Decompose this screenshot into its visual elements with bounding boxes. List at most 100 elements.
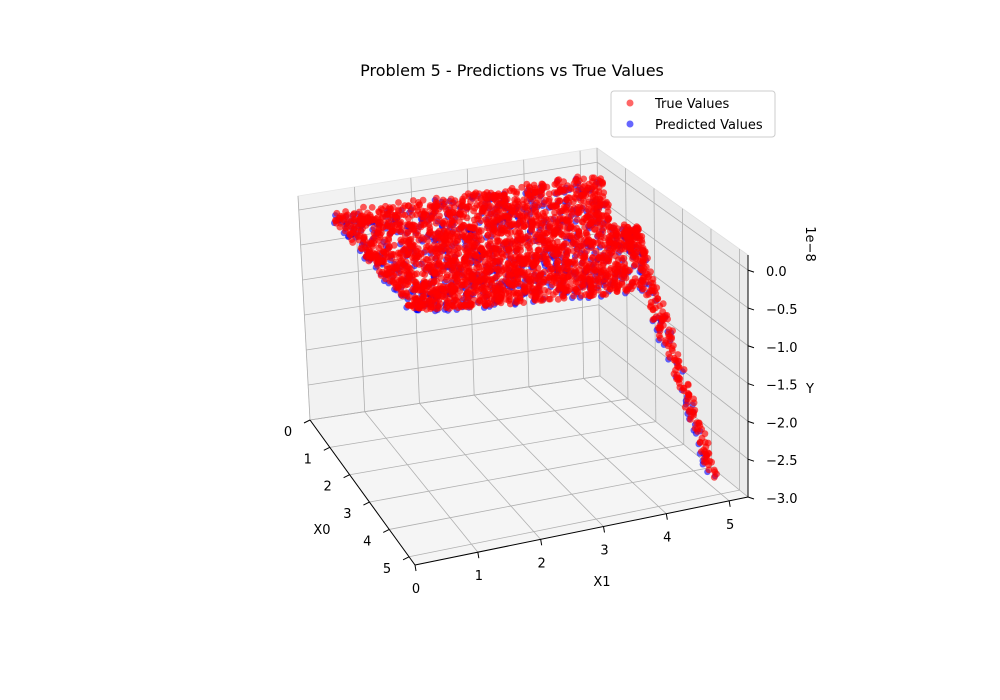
- point-true: [437, 275, 445, 282]
- point-true: [454, 277, 461, 284]
- x0-tick-label: 5: [383, 562, 391, 577]
- point-true: [466, 252, 474, 259]
- point-true: [360, 203, 367, 211]
- z-tick: [747, 345, 755, 349]
- point-true: [543, 229, 551, 237]
- point-true: [475, 278, 483, 285]
- grid-line-x1: [583, 378, 730, 502]
- x1-tick: [477, 552, 480, 559]
- point-true: [535, 247, 542, 255]
- point-true: [412, 231, 420, 239]
- grid-line-x1: [364, 411, 479, 553]
- point-true: [485, 255, 493, 263]
- point-true: [600, 234, 608, 242]
- point-true: [390, 251, 398, 259]
- point-true: [495, 213, 502, 221]
- point-true: [579, 259, 586, 267]
- point-true: [567, 223, 575, 231]
- point-true: [478, 236, 485, 244]
- point-true: [528, 225, 535, 233]
- point-true: [340, 216, 348, 224]
- point-true: [381, 236, 389, 244]
- point-true: [370, 224, 378, 232]
- point-true: [674, 362, 681, 370]
- point-true: [605, 254, 613, 262]
- point-true: [384, 215, 392, 222]
- z-tick: [747, 383, 755, 387]
- x1-tick-label: 5: [726, 518, 734, 533]
- point-true: [532, 213, 540, 221]
- point-true: [377, 242, 385, 249]
- point-true: [505, 279, 512, 287]
- point-true: [611, 274, 619, 281]
- point-true: [524, 191, 532, 199]
- point-true: [437, 285, 445, 292]
- point-true: [423, 306, 430, 313]
- point-true: [473, 286, 481, 294]
- point-true: [588, 178, 596, 185]
- point-true: [367, 240, 375, 248]
- point-true: [523, 204, 531, 212]
- point-true: [542, 208, 549, 216]
- point-true: [413, 211, 420, 219]
- z-tick: [747, 420, 755, 424]
- point-true: [534, 235, 542, 243]
- point-true: [407, 242, 414, 250]
- point-true: [642, 263, 650, 271]
- point-true: [666, 333, 674, 340]
- point-true: [555, 208, 563, 216]
- point-true: [599, 221, 606, 228]
- point-true: [515, 259, 523, 266]
- point-true: [532, 259, 540, 267]
- point-true: [400, 267, 408, 274]
- point-true: [587, 190, 595, 198]
- point-true: [620, 228, 628, 236]
- point-true: [368, 254, 376, 261]
- point-true: [432, 219, 440, 227]
- point-true: [546, 295, 554, 303]
- point-true: [493, 199, 501, 206]
- point-true: [600, 266, 608, 274]
- point-true: [621, 265, 629, 273]
- point-true: [571, 256, 579, 264]
- point-true: [513, 299, 520, 306]
- point-true: [538, 219, 546, 227]
- point-true: [444, 253, 451, 261]
- z-axis-label: Y: [805, 382, 814, 397]
- point-true: [684, 395, 691, 403]
- x0-tick-label: 3: [343, 507, 351, 522]
- point-true: [436, 212, 443, 220]
- point-true: [566, 285, 574, 293]
- point-true: [698, 425, 705, 433]
- grid-line-z-back: [309, 375, 601, 421]
- point-true: [497, 299, 505, 307]
- point-true: [584, 264, 592, 271]
- point-true: [368, 204, 376, 211]
- point-true: [449, 233, 456, 241]
- point-true: [560, 178, 567, 186]
- point-true: [422, 246, 430, 254]
- point-true: [434, 246, 442, 253]
- point-true: [411, 271, 418, 278]
- point-true: [401, 211, 409, 219]
- point-true: [413, 204, 420, 211]
- point-true: [434, 290, 441, 298]
- point-true: [456, 218, 463, 225]
- grid-line-z: [597, 197, 749, 309]
- point-true: [456, 261, 463, 269]
- point-true: [520, 299, 527, 306]
- point-true: [552, 229, 560, 237]
- point-true: [573, 216, 581, 223]
- point-true: [590, 196, 597, 204]
- point-true: [643, 291, 650, 299]
- point-true: [539, 296, 547, 304]
- point-true: [599, 193, 607, 200]
- point-true: [675, 374, 683, 382]
- point-true: [512, 291, 520, 299]
- point-true: [442, 198, 449, 206]
- point-true: [589, 254, 596, 262]
- point-true: [499, 224, 507, 232]
- point-true: [397, 290, 405, 298]
- point-true: [631, 261, 638, 269]
- z-tick: [747, 458, 755, 462]
